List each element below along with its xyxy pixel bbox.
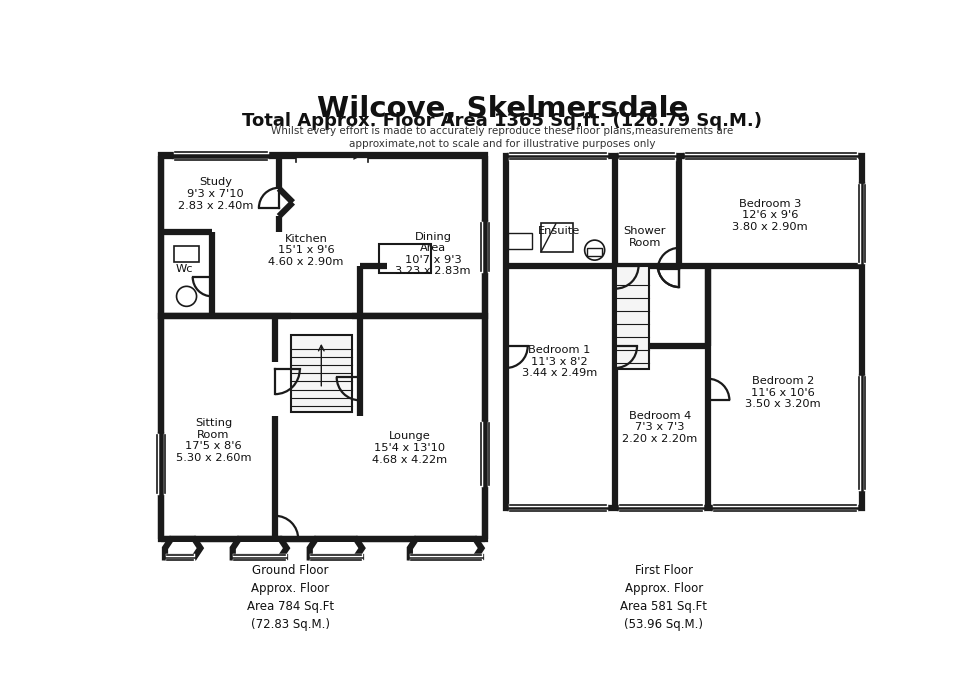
- Text: Sitting
Room
17'5 x 8'6
5.30 x 2.60m: Sitting Room 17'5 x 8'6 5.30 x 2.60m: [175, 418, 251, 463]
- Text: Bedroom 4
7'3 x 7'3
2.20 x 2.20m: Bedroom 4 7'3 x 7'3 2.20 x 2.20m: [622, 410, 698, 444]
- Text: Wc: Wc: [175, 264, 193, 275]
- Text: Total Approx. Floor Area 1365 Sq.ft. (126.79 Sq.M.): Total Approx. Floor Area 1365 Sq.ft. (12…: [242, 112, 762, 130]
- Polygon shape: [161, 156, 293, 233]
- Text: Shower
Room: Shower Room: [623, 226, 666, 248]
- Text: Ensuite: Ensuite: [538, 226, 580, 236]
- Bar: [290, 335, 352, 412]
- Bar: [506, 156, 861, 508]
- Text: Dining
Area
10'7 x 9'3
3.23 x 2.83m: Dining Area 10'7 x 9'3 3.23 x 2.83m: [395, 232, 470, 276]
- Polygon shape: [233, 539, 287, 557]
- Bar: [587, 248, 603, 255]
- Polygon shape: [410, 539, 481, 557]
- Text: Ground Floor
Approx. Floor
Area 784 Sq.Ft
(72.83 Sq.M.): Ground Floor Approx. Floor Area 784 Sq.F…: [247, 563, 334, 630]
- Bar: [509, 233, 531, 248]
- Bar: [541, 224, 573, 253]
- Text: Lounge
15'4 x 13'10
4.68 x 4.22m: Lounge 15'4 x 13'10 4.68 x 4.22m: [372, 431, 448, 464]
- Text: Bedroom 1
11'3 x 8'2
3.44 x 2.49m: Bedroom 1 11'3 x 8'2 3.44 x 2.49m: [521, 345, 597, 379]
- Text: First Floor
Approx. Floor
Area 581 Sq.Ft
(53.96 Sq.M.): First Floor Approx. Floor Area 581 Sq.Ft…: [620, 563, 708, 630]
- Polygon shape: [161, 233, 227, 316]
- Text: Bedroom 2
11'6 x 10'6
3.50 x 3.20m: Bedroom 2 11'6 x 10'6 3.50 x 3.20m: [746, 376, 821, 409]
- Polygon shape: [310, 539, 363, 557]
- Text: Kitchen
15'1 x 9'6
4.60 x 2.90m: Kitchen 15'1 x 9'6 4.60 x 2.90m: [269, 233, 344, 266]
- Bar: [161, 316, 485, 539]
- Polygon shape: [165, 539, 201, 557]
- Bar: [379, 244, 431, 273]
- Text: Wilcove, Skelmersdale: Wilcove, Skelmersdale: [317, 95, 688, 123]
- Text: Bedroom 3
12'6 x 9'6
3.80 x 2.90m: Bedroom 3 12'6 x 9'6 3.80 x 2.90m: [732, 199, 808, 232]
- Bar: [174, 246, 199, 262]
- Text: Study
9'3 x 7'10
2.83 x 2.40m: Study 9'3 x 7'10 2.83 x 2.40m: [178, 177, 254, 210]
- Text: Whilst every effort is made to accurately reproduce these floor plans,measuremen: Whilst every effort is made to accuratel…: [271, 126, 733, 149]
- Bar: [616, 266, 649, 370]
- Bar: [161, 156, 485, 316]
